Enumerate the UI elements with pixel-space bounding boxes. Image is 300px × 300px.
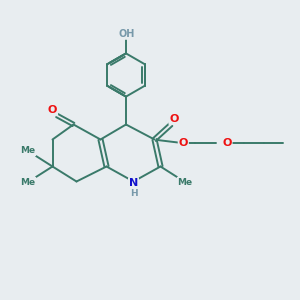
Text: O: O [222, 138, 232, 148]
Text: Me: Me [178, 178, 193, 187]
Text: Me: Me [20, 178, 35, 187]
Text: N: N [129, 178, 138, 188]
Text: Me: Me [20, 146, 35, 155]
Text: O: O [48, 105, 57, 115]
Text: O: O [178, 138, 188, 148]
Text: O: O [169, 114, 179, 124]
Text: OH: OH [119, 29, 135, 39]
Text: H: H [130, 189, 137, 198]
